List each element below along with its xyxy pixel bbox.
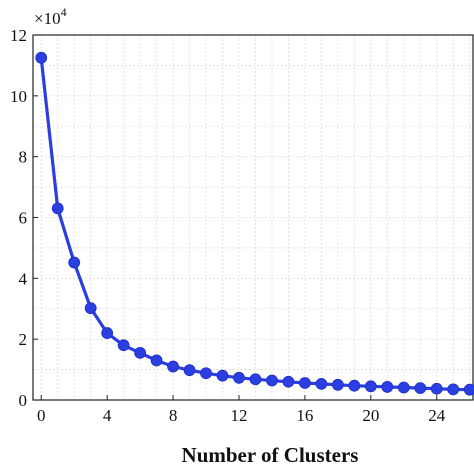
data-point (266, 374, 278, 387)
y-tick-label: 12 (10, 26, 27, 45)
data-point (150, 354, 163, 367)
data-point (134, 346, 147, 359)
y-scale-label: ×104 (34, 5, 67, 28)
data-point (331, 378, 344, 391)
data-point (101, 327, 114, 339)
data-point (51, 202, 64, 215)
x-tick-label: 20 (362, 406, 379, 425)
grid-lines (33, 35, 473, 400)
data-point (430, 382, 443, 395)
data-point (397, 381, 410, 394)
data-point (167, 360, 179, 373)
data-series (35, 51, 474, 396)
data-point (381, 381, 394, 393)
x-tick-label: 8 (169, 406, 178, 425)
x-tick-label: 24 (428, 406, 446, 425)
data-point (216, 369, 229, 382)
data-point (315, 377, 328, 390)
data-point (233, 371, 245, 384)
y-tick-label: 2 (19, 330, 28, 349)
data-point (364, 380, 377, 393)
data-point (299, 377, 311, 389)
data-point (68, 256, 81, 269)
data-point (414, 382, 427, 395)
data-point (249, 373, 262, 386)
y-tick-label: 0 (19, 391, 28, 410)
data-point (84, 302, 97, 315)
x-tick-label: 12 (230, 406, 247, 425)
data-point (35, 51, 48, 64)
data-point (463, 383, 474, 396)
y-tick-label: 6 (19, 209, 28, 228)
y-scale-base: ×10 (34, 9, 61, 28)
data-point (200, 367, 212, 380)
data-point (183, 364, 196, 377)
x-tick-label: 16 (296, 406, 313, 425)
data-point (117, 339, 130, 352)
y-tick-label: 8 (19, 148, 28, 167)
y-scale-exponent: 4 (61, 5, 67, 19)
x-tick-label: 4 (103, 406, 112, 425)
x-tick-label: 0 (37, 406, 46, 425)
data-point (348, 379, 361, 392)
y-tick-label: 4 (19, 269, 28, 288)
x-axis-title: Number of Clusters (182, 443, 359, 467)
y-tick-label: 10 (10, 87, 27, 106)
data-point (282, 375, 295, 388)
data-point (447, 383, 460, 396)
